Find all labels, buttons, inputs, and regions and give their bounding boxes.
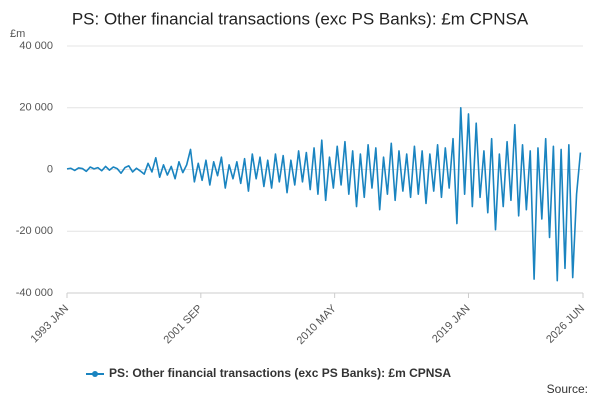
y-tick-label: 0: [47, 163, 53, 175]
x-tick-label: 2001 SEP: [161, 303, 205, 347]
series-line: [66, 106, 582, 282]
x-tick-label: 1993 JAN: [29, 303, 72, 346]
chart-title: PS: Other financial transactions (exc PS…: [72, 9, 529, 28]
y-tick-label: 40 000: [19, 40, 53, 52]
x-tick-label: 2026 JUN: [544, 303, 587, 346]
legend-label: PS: Other financial transactions (exc PS…: [109, 366, 451, 380]
y-unit: £m: [10, 28, 25, 40]
source: Source:: [547, 382, 588, 396]
x-tick-label: 2010 MAY: [295, 302, 340, 347]
y-tick-label: -20 000: [16, 225, 53, 237]
y-tick-label: -40 000: [16, 287, 53, 299]
legend-marker: [92, 371, 98, 377]
y-tick-label: 20 000: [19, 102, 53, 114]
x-tick-label: 2019 JAN: [430, 303, 473, 346]
